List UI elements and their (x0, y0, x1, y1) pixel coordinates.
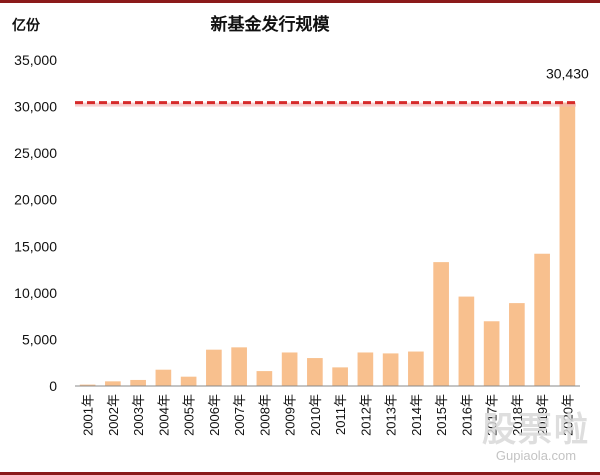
bar-2020年 (559, 102, 576, 386)
bar-2004年 (155, 369, 172, 386)
chart-title: 新基金发行规模 (210, 15, 330, 35)
y-tick-label: 10,000 (14, 285, 57, 301)
bottom-border-rule (0, 472, 600, 475)
x-tick-label: 2001年 (81, 394, 96, 436)
bar-2006年 (206, 349, 222, 386)
y-tick-label: 35,000 (14, 52, 57, 68)
bar-2015年 (433, 262, 449, 386)
x-tick-label: 2010年 (308, 394, 323, 436)
x-tick-label: 2007年 (232, 394, 247, 436)
y-tick-label: 30,000 (14, 99, 57, 115)
bar-series (79, 102, 576, 386)
bar-2019年 (534, 253, 550, 386)
x-tick-label: 2004年 (156, 394, 171, 436)
bar-2018年 (509, 303, 525, 386)
y-tick-label: 25,000 (14, 145, 57, 161)
x-tick-label: 2018年 (510, 394, 525, 436)
bar-2008年 (256, 371, 273, 386)
x-tick-label: 2009年 (283, 394, 298, 436)
x-tick-label: 2015年 (434, 394, 449, 436)
bar-2001年 (79, 384, 96, 386)
x-tick-label: 2002年 (106, 394, 121, 436)
bar-2005年 (180, 376, 197, 386)
x-tick-label: 2013年 (384, 394, 399, 436)
y-axis-ticks: 0 5,000 10,000 15,000 20,000 25,000 30,000 35,0… (14, 52, 57, 394)
x-tick-label: 2014年 (409, 394, 424, 436)
y-tick-label: 5,000 (22, 331, 57, 347)
bar-2007年 (231, 347, 247, 386)
bar-2014年 (408, 351, 424, 386)
x-tick-label: 2011年 (333, 394, 348, 435)
bar-2009年 (281, 352, 298, 386)
bar-2016年 (458, 296, 475, 386)
bar-2012年 (357, 352, 374, 386)
x-tick-label: 2012年 (358, 394, 373, 436)
x-tick-label: 2008年 (257, 394, 272, 436)
y-axis-unit-label: 亿份 (12, 17, 40, 33)
y-tick-label: 0 (49, 378, 57, 394)
x-tick-label: 2017年 (485, 394, 500, 436)
x-tick-label: 2020年 (560, 394, 575, 436)
bar-2011年 (332, 367, 348, 386)
y-tick-label: 20,000 (14, 192, 57, 208)
bar-2003年 (130, 379, 146, 386)
y-tick-label: 15,000 (14, 238, 57, 254)
bar-2013年 (382, 353, 399, 386)
x-axis-ticks: 2001年 2002年 2003年 2004年 2005年 2006年 2007年 2008年… (81, 394, 576, 436)
bar-2017年 (483, 321, 500, 386)
bar-2010年 (307, 358, 323, 386)
x-tick-label: 2006年 (207, 394, 222, 436)
reference-line-group (75, 101, 576, 107)
bar-2002年 (105, 381, 121, 386)
x-tick-label: 2005年 (182, 394, 197, 436)
top-border-rule (0, 0, 600, 3)
x-tick-label: 2003年 (131, 394, 146, 436)
x-tick-label: 2016年 (459, 394, 474, 436)
data-label-2020: 30,430 (546, 66, 589, 82)
x-tick-label: 2019年 (535, 394, 550, 436)
data-labels: 30,430 (546, 66, 589, 82)
